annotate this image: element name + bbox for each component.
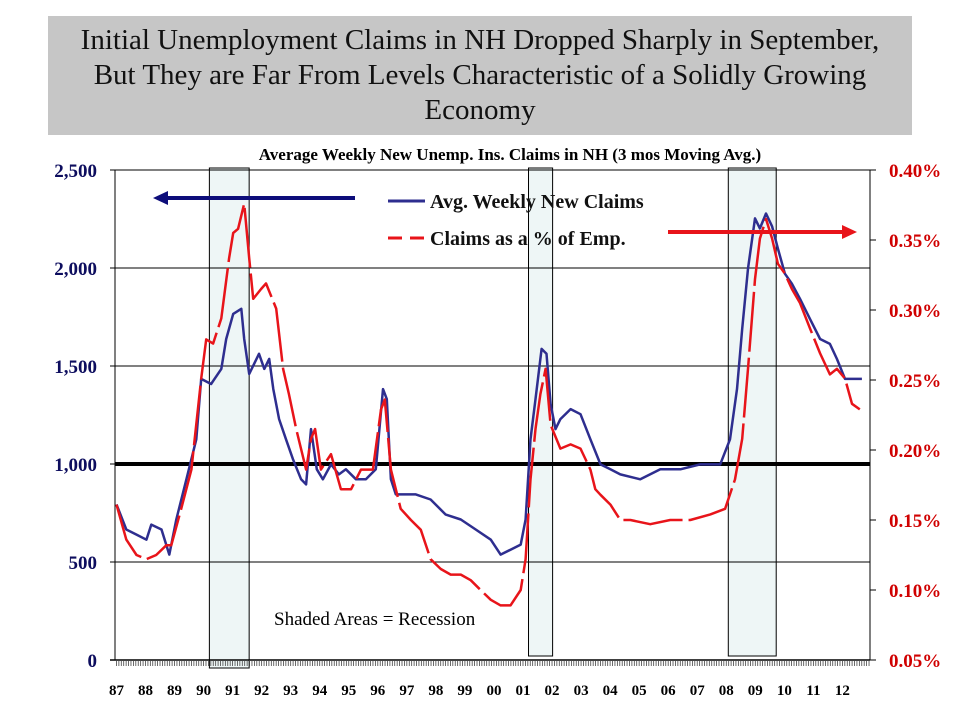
x-tick-label: 05 [632, 683, 647, 699]
left-tick-label: 1,500 [54, 357, 97, 378]
x-tick-label: 00 [486, 683, 501, 699]
left-tick-label: 2,500 [54, 161, 97, 182]
right-tick-label: 0.35% [889, 231, 941, 252]
x-tick-label: 97 [399, 683, 415, 699]
x-tick-label: 93 [283, 683, 298, 699]
right-tick-label: 0.15% [889, 511, 941, 532]
recession-annotation: Shaded Areas = Recession [274, 609, 476, 630]
x-tick-label: 02 [545, 683, 560, 699]
title-banner: Initial Unemployment Claims in NH Droppe… [48, 16, 912, 135]
series-lines [115, 202, 870, 607]
right-tick-label: 0.30% [889, 301, 941, 322]
x-tick-label: 94 [312, 683, 328, 699]
x-tick-label: 04 [603, 683, 619, 699]
x-tick-label: 12 [835, 683, 850, 699]
x-tick-label: 92 [254, 683, 269, 699]
legend-label-pct: Claims as a % of Emp. [430, 228, 626, 250]
recession-band [727, 167, 777, 657]
left-tick-label: 500 [69, 553, 98, 574]
x-tick-label: 89 [167, 683, 182, 699]
x-tick-label: 08 [719, 683, 734, 699]
left-tick-label: 1,000 [54, 455, 97, 476]
right-tick-label: 0.20% [889, 441, 941, 462]
x-tick-label: 87 [109, 683, 125, 699]
arrow-right-icon [842, 225, 857, 239]
x-tick-label: 01 [515, 683, 530, 699]
left-axis-arrow [153, 191, 355, 205]
x-tick-label: 03 [574, 683, 589, 699]
chart-title: Average Weekly New Unemp. Ins. Claims in… [259, 145, 761, 164]
x-tick-label: 06 [661, 683, 677, 699]
axes: 05001,0001,5002,0002,5000.05%0.10%0.15%0… [54, 161, 941, 699]
x-tick-label: 11 [806, 683, 820, 699]
x-tick-label: 98 [428, 683, 443, 699]
x-tick-label: 99 [457, 683, 472, 699]
x-tick-label: 07 [690, 683, 706, 699]
series-line-claims [115, 212, 862, 556]
recession-band [208, 167, 250, 669]
legend: Avg. Weekly New Claims Claims as a % of … [388, 191, 644, 250]
right-axis-arrow [668, 225, 857, 239]
recession-shading [208, 167, 777, 669]
series-line-pct [115, 202, 861, 607]
right-tick-label: 0.05% [889, 651, 941, 672]
left-tick-label: 2,000 [54, 259, 97, 280]
right-tick-label: 0.10% [889, 581, 941, 602]
x-tick-label: 95 [341, 683, 356, 699]
legend-label-claims: Avg. Weekly New Claims [430, 191, 644, 213]
x-tick-label: 91 [225, 683, 240, 699]
left-tick-label: 0 [88, 651, 98, 672]
x-tick-label: 10 [777, 683, 792, 699]
x-tick-label: 09 [748, 683, 763, 699]
right-tick-label: 0.40% [889, 161, 941, 182]
x-tick-label: 90 [196, 683, 211, 699]
chart-headline: Initial Unemployment Claims in NH Droppe… [80, 24, 880, 126]
x-tick-label: 96 [370, 683, 386, 699]
right-tick-label: 0.25% [889, 371, 941, 392]
arrow-left-icon [153, 191, 168, 205]
x-tick-label: 88 [138, 683, 153, 699]
